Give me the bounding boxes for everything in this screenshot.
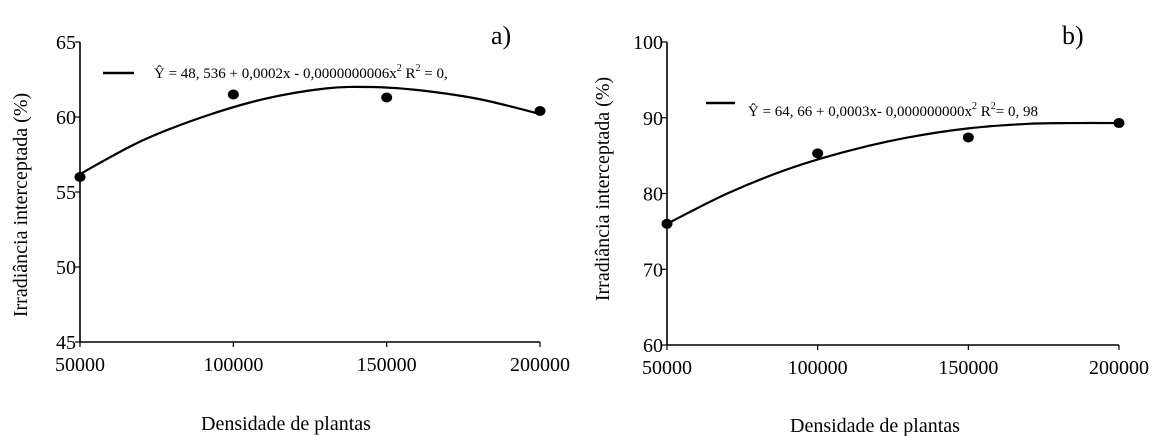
panel-a-regression-curve: [79, 85, 541, 175]
panel-b-data-point: [1113, 118, 1125, 129]
panel-b-y-ticks: 60 70 80 90 100: [633, 32, 667, 357]
panel-a-y-ticks: 45 50 55 60 65: [56, 32, 80, 354]
panel-b-equation-main: Ŷ = 64, 66 + 0,0003x- 0,000000000x: [748, 103, 972, 120]
panel-a-data-point: [381, 92, 393, 103]
panel-a-y-tick-label: 65: [56, 32, 76, 54]
panel-a-x-ticks: 50000 100000 150000 200000: [55, 342, 570, 376]
panel-b-x-tick-label: 100000: [788, 357, 848, 379]
panel-a-x-tick-label: 150000: [357, 354, 417, 376]
panel-b-equation: Ŷ = 64, 66 + 0,0003x- 0,000000000x2 R2= …: [748, 101, 1038, 120]
panel-a-data-point: [534, 106, 546, 116]
panel-label-b: b): [1062, 21, 1084, 50]
panel-b-x-ticks: 50000 100000 150000 200000: [642, 345, 1149, 379]
panel-a-y-tick-label: 45: [56, 332, 76, 354]
panel-a-equation: Ŷ = 48, 536 + 0,0002x - 0,0000000006x2 R…: [154, 63, 448, 82]
panel-b-x-tick-label: 200000: [1089, 357, 1149, 379]
panel-b-y-tick-label: 60: [643, 335, 663, 357]
panel-b-equation-r2-value: = 0, 98: [996, 104, 1038, 120]
panel-b-equation-sup: 2: [972, 101, 977, 112]
panel-a-points: [74, 89, 546, 182]
panel-b-regression-curve: [666, 121, 1120, 225]
panel-a-equation-sup: 2: [397, 63, 402, 74]
panel-b-points: [661, 118, 1125, 229]
panel-a-y-axis-title: Irradiância interceptada (%): [10, 93, 32, 317]
panel-a-x-tick-label: 100000: [203, 354, 263, 376]
panel-b-data-point: [812, 148, 824, 159]
panel-b-x-axis-title: Densidade de plantas: [790, 415, 960, 436]
panel-a-equation-r2-value: = 0,: [421, 66, 448, 82]
panel-a-equation-main: Ŷ = 48, 536 + 0,0002x - 0,0000000006x: [154, 65, 397, 82]
panel-b-y-axis-title: Irradiância interceptada (%): [592, 77, 614, 301]
panel-b-data-point: [962, 132, 974, 143]
panel-b-y-tick-label: 90: [643, 108, 663, 130]
panel-b-y-tick-label: 80: [643, 184, 663, 206]
panel-a-x-axis-title: Densidade de plantas: [201, 413, 371, 435]
panel-a: a) 45 50 55 60 65 50000 100000 150000 200000 Ir…: [10, 21, 570, 435]
panel-a-y-tick-label: 50: [56, 257, 76, 279]
panel-a-equation-r2-prefix: R: [402, 66, 416, 82]
panel-b: b) 60 70 80 90 100 50000 100000 150000 200000 I…: [592, 21, 1149, 436]
panel-a-x-tick-label: 200000: [510, 354, 570, 376]
panel-b-x-tick-label: 150000: [938, 357, 998, 379]
panel-b-data-point: [661, 218, 673, 229]
panel-b-equation-r2-prefix: R: [977, 104, 991, 120]
panel-b-y-tick-label: 70: [643, 259, 663, 281]
panel-a-data-point: [227, 89, 239, 100]
panel-a-data-point: [74, 172, 86, 182]
panel-a-x-tick-label: 50000: [55, 354, 105, 376]
panel-b-equation-r2-sup: 2: [991, 101, 996, 112]
panel-a-y-tick-label: 55: [56, 182, 76, 204]
panel-a-equation-r2-sup: 2: [416, 63, 421, 74]
panel-b-y-tick-label: 100: [633, 32, 663, 54]
panel-label-a: a): [491, 21, 511, 50]
panel-b-x-tick-label: 50000: [642, 357, 692, 379]
panel-a-y-tick-label: 60: [56, 107, 76, 129]
